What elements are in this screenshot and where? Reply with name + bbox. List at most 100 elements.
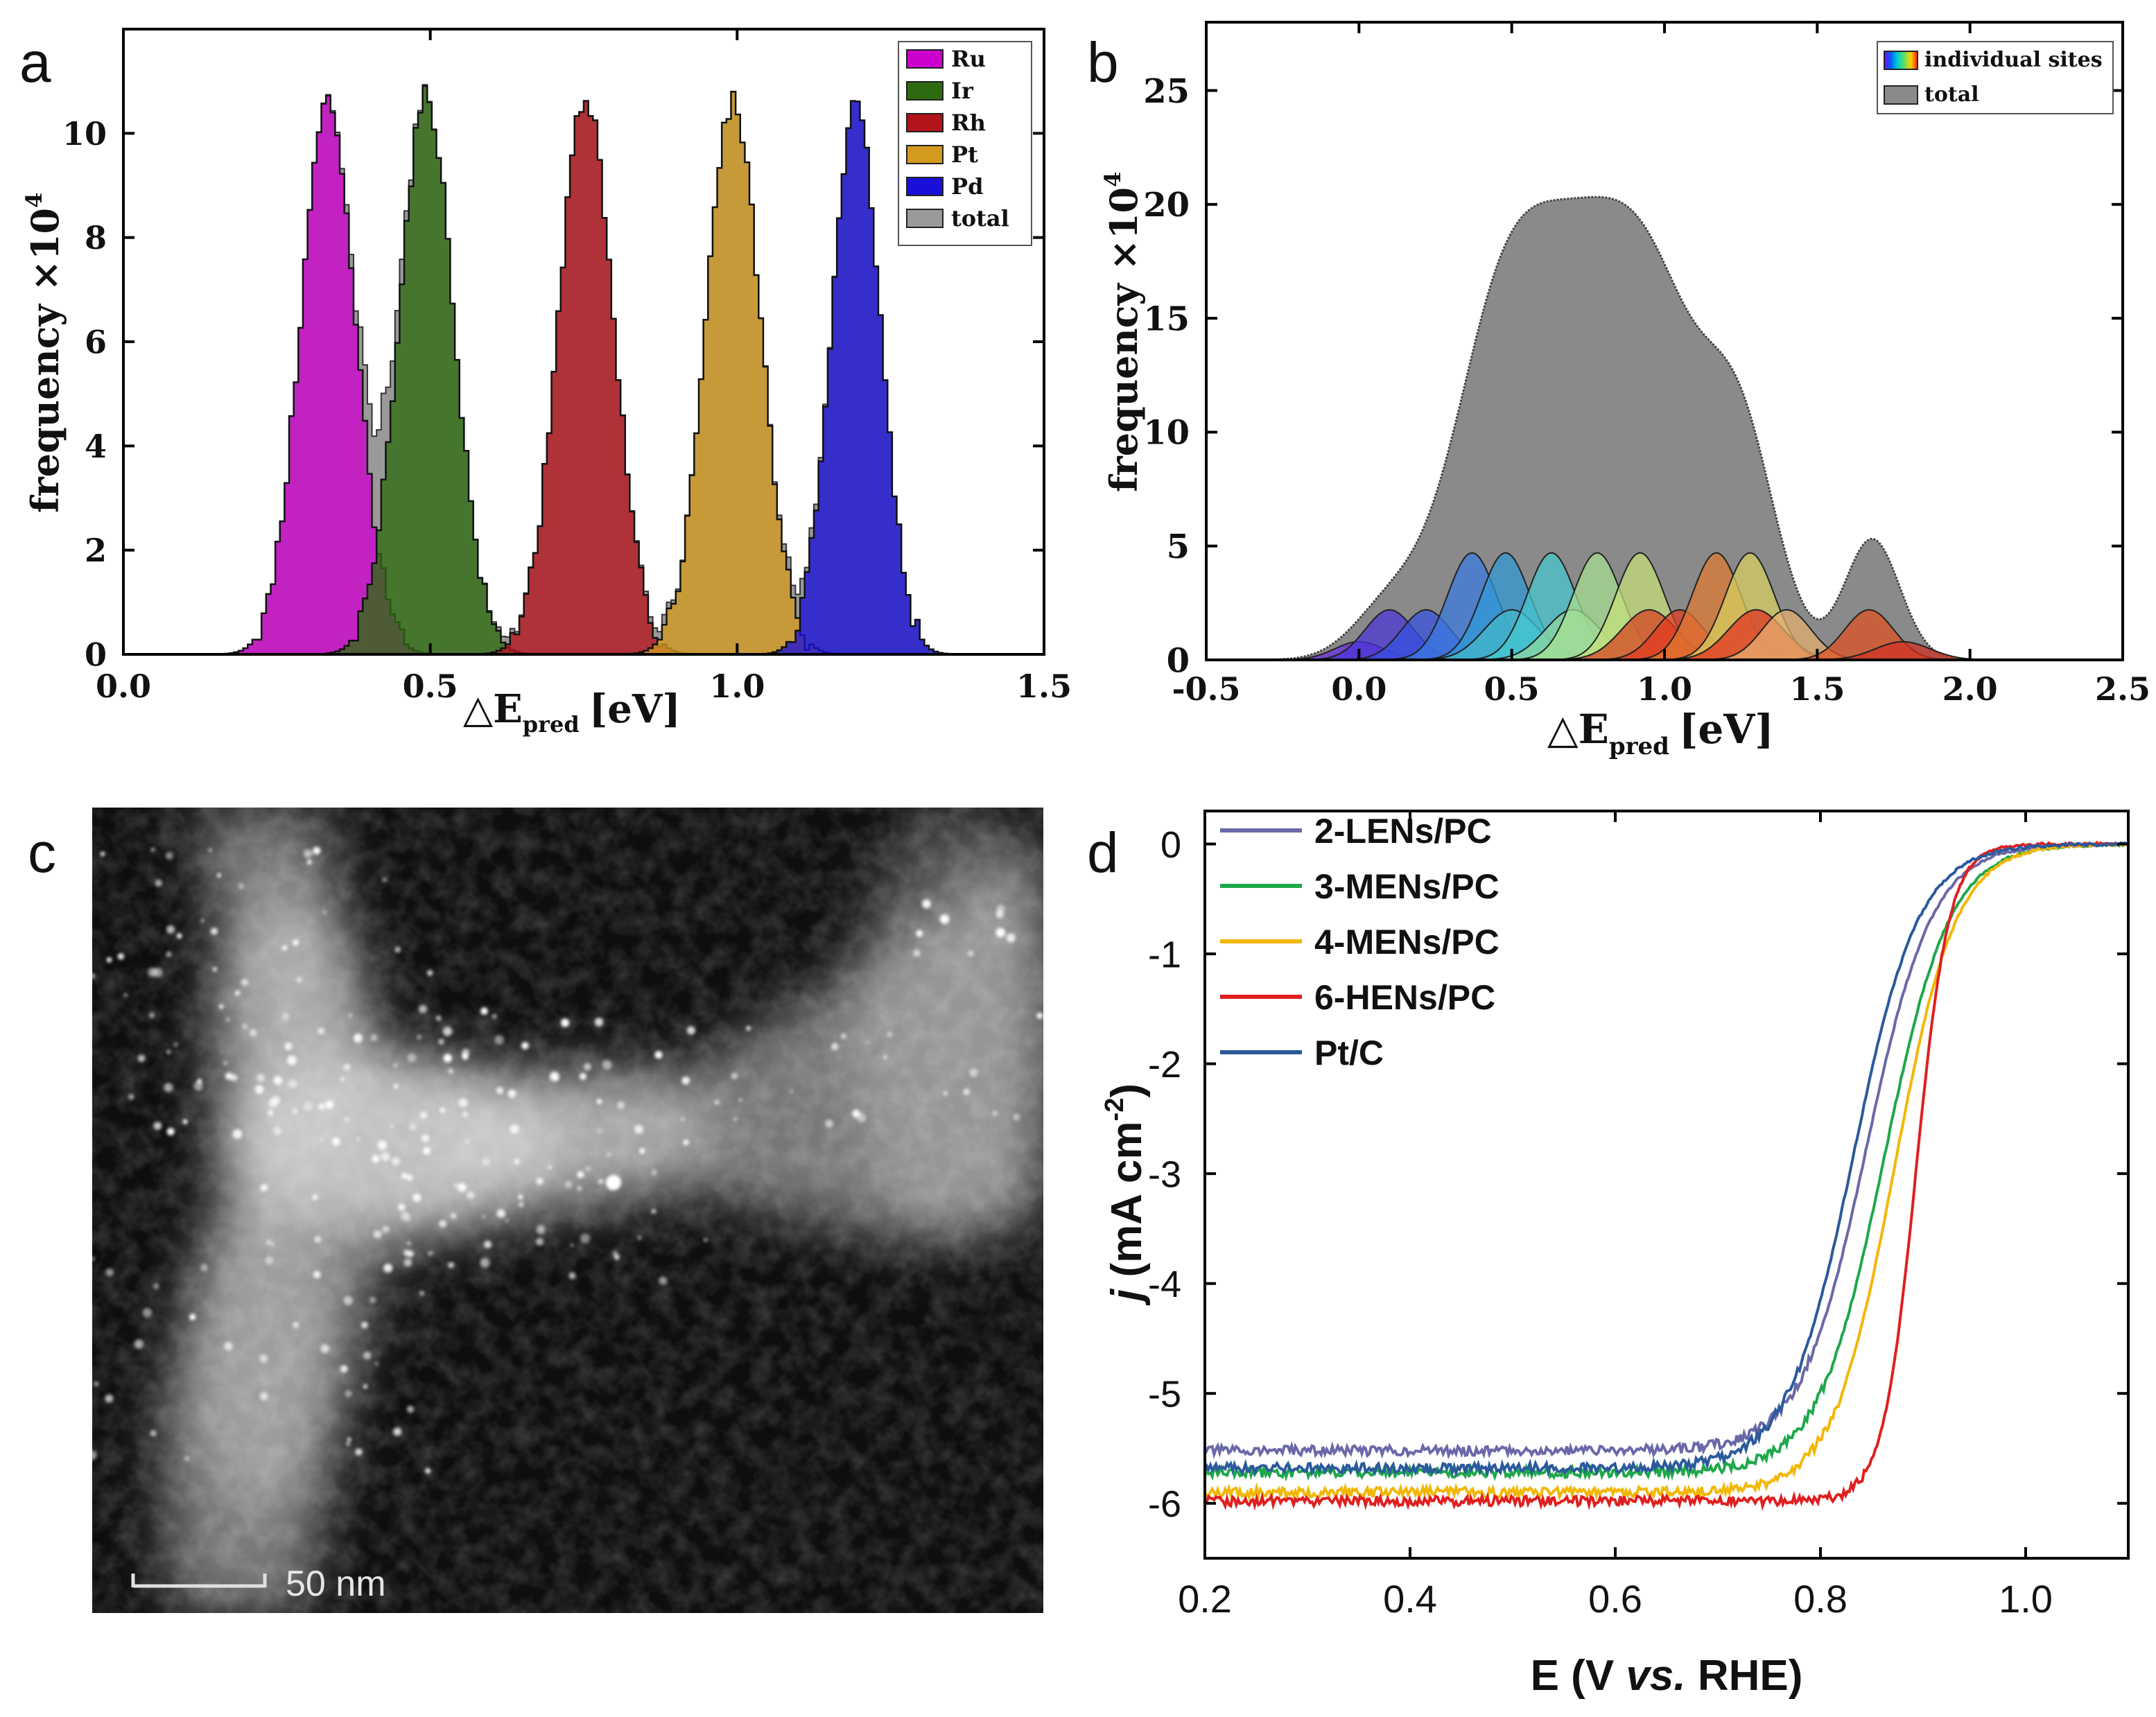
nanoparticle-dot — [287, 1055, 297, 1065]
nanoparticle-dot — [1006, 933, 1016, 943]
nanoparticle-dot — [1013, 1113, 1020, 1121]
nanoparticle-dot — [281, 945, 288, 951]
nanoparticle-dot — [151, 848, 155, 851]
nanoparticle-dot — [266, 1239, 272, 1246]
panel-b-xlabel: △Epred [eV] — [1547, 706, 1774, 760]
y-tick-label: 2 — [85, 532, 107, 569]
nanoparticle-dot — [134, 1339, 144, 1349]
nanoparticle-dot — [968, 950, 974, 957]
legend-label-total: total — [951, 205, 1009, 232]
panel-label-b: b — [1087, 31, 1119, 94]
nanoparticle-dot — [583, 1063, 591, 1071]
distribution-total — [1251, 195, 2016, 661]
curve-pt-c — [1205, 841, 2127, 1479]
nanoparticle-dot — [913, 949, 921, 957]
nanoparticle-dot — [166, 1128, 175, 1135]
panel-a: a 0.0 0.5 1.0 1.5 0 2 4 6 8 10 △Epred [eV] frequen… — [19, 28, 1072, 738]
nanoparticle-dot — [407, 1241, 411, 1246]
nanoparticle-dot — [654, 1051, 663, 1059]
nanoparticle-dot — [123, 993, 128, 997]
nanoparticle-dot — [577, 1185, 582, 1191]
nanoparticle-dot — [348, 1013, 353, 1018]
panel-b-legend: individual sites total — [1877, 41, 2114, 114]
nanoparticle-dot — [230, 1074, 238, 1081]
svg-text:frequency ×104: frequency ×104 — [21, 193, 67, 513]
y-tick-label: 0 — [1167, 641, 1190, 680]
y-tick-label: 0 — [1160, 824, 1181, 866]
nanoparticle-dot — [268, 1110, 274, 1116]
nanoparticle-dot — [1127, 936, 1133, 942]
nanoparticle-dot — [496, 1087, 504, 1095]
nanoparticle-dot — [323, 910, 327, 914]
nanoparticle-dot — [273, 1126, 282, 1135]
nanoparticle-dot — [193, 1081, 203, 1091]
y-tick-label: 6 — [85, 324, 107, 361]
x-tick-label: -0.5 — [1172, 670, 1240, 708]
nanoparticle-dot — [254, 1085, 264, 1095]
nanoparticle-dot — [996, 927, 1006, 938]
panel-a-histograms — [214, 84, 985, 656]
nanoparticle-dot — [1036, 1012, 1043, 1019]
nanoparticle-dot — [343, 1063, 351, 1071]
panel-d: d 0.2 0.4 0.6 0.8 1.0 0 -1 -2 -3 -4 -5 -6 2-LENs/PC… — [1087, 810, 2130, 1700]
panel-a-axes: 0.0 0.5 1.0 1.5 0 2 4 6 8 10 — [62, 29, 1072, 705]
nanoparticle-dot — [638, 1236, 641, 1240]
legend-label-pd: Pd — [951, 173, 983, 200]
nanoparticle-dot — [480, 1257, 490, 1268]
panel-b-xlabel-main: △E — [1547, 706, 1609, 753]
nanoparticle-dot — [963, 1088, 970, 1095]
nanoparticle-dot — [883, 1055, 888, 1059]
nanoparticle-dot — [536, 1225, 546, 1235]
nanoparticle-dot — [507, 1089, 516, 1098]
curve-4-mens-pc — [1205, 842, 2127, 1502]
nanoparticle-dot — [312, 1194, 318, 1201]
nanoparticle-dot — [548, 1165, 553, 1169]
nanoparticle-dot — [137, 1054, 146, 1063]
legend-label-2-lens-pc: 2-LENs/PC — [1314, 812, 1492, 851]
panel-b-ylabel: frequency ×104 — [1099, 172, 1146, 492]
nanoparticle-dot — [208, 848, 212, 852]
panel-label-a: a — [19, 31, 51, 94]
nanoparticle-dot — [457, 1183, 467, 1192]
y-tick-label: 4 — [85, 428, 107, 465]
panel-d-legend: 2-LENs/PC 3-MENs/PC 4-MENs/PC 6-HENs/PC Pt/C — [1220, 812, 1499, 1072]
y-tick-label: -5 — [1148, 1374, 1181, 1415]
nanoparticle-dot — [462, 1111, 468, 1117]
nanoparticle-dot — [218, 1004, 224, 1009]
panel-a-xlabel-unit: [eV] — [589, 686, 681, 732]
nanoparticle-dot — [241, 978, 249, 986]
nanoparticle-dot — [398, 1203, 406, 1211]
nanoparticle-dot — [409, 1123, 417, 1131]
nanoparticle-dot — [293, 1322, 299, 1328]
nanoparticle-dot — [197, 1079, 202, 1084]
nanoparticle-dot — [164, 1083, 173, 1092]
nanoparticle-dot — [257, 1074, 265, 1082]
nanoparticle-dot — [596, 1099, 602, 1104]
nanoparticle-dot — [419, 1004, 427, 1013]
nanoparticle-dot — [505, 1219, 509, 1223]
nanoparticle-dot — [438, 1038, 444, 1045]
nanoparticle-dot — [370, 1296, 376, 1304]
legend-swatch-individual-sites — [1884, 51, 1918, 70]
x-tick-label: 1.0 — [1999, 1577, 2053, 1621]
nanoparticle-dot — [92, 1450, 97, 1461]
x-tick-label: 0.2 — [1178, 1577, 1232, 1621]
nanoparticle-dot — [416, 1034, 422, 1040]
x-tick-label: 1.5 — [1789, 670, 1845, 708]
nanoparticle-dot — [271, 1243, 275, 1246]
nanoparticle-dot — [370, 1034, 378, 1041]
nanoparticle-dot — [176, 933, 182, 939]
panel-d-axes: 0.2 0.4 0.6 0.8 1.0 0 -1 -2 -3 -4 -5 -6 — [1148, 811, 2128, 1621]
nanoparticle-dot — [318, 1027, 325, 1035]
svg-text:frequency ×104: frequency ×104 — [1099, 172, 1146, 492]
nanoparticle-dot — [440, 1108, 445, 1113]
nanoparticle-dot — [374, 1361, 379, 1366]
nanoparticle-dot — [467, 1191, 475, 1199]
legend-label-ru: Ru — [951, 46, 986, 72]
nanoparticle-dot — [304, 849, 313, 858]
nanoparticle-dot — [519, 1201, 524, 1208]
panel-label-d: d — [1087, 821, 1119, 884]
nanoparticle-dot — [634, 1124, 643, 1134]
nanoparticle-dot — [865, 1040, 869, 1044]
nanoparticle-dot — [887, 1031, 893, 1038]
